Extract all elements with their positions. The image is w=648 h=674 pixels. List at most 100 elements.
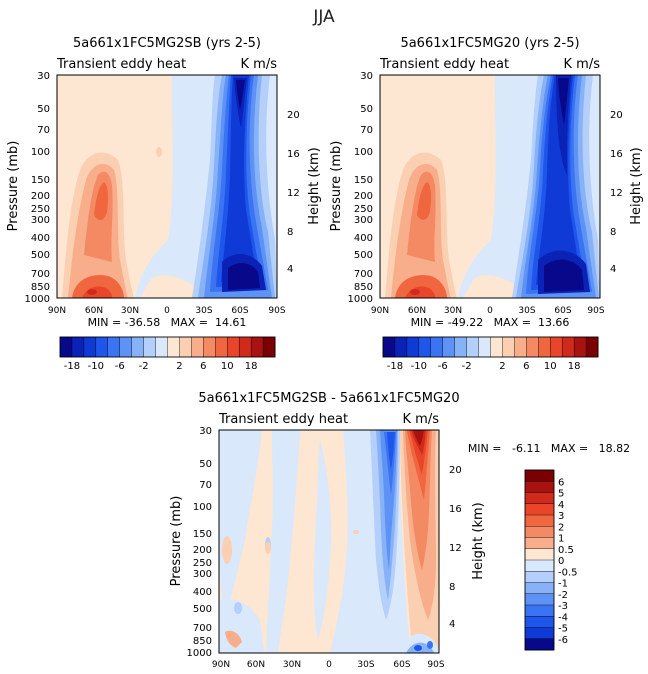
contour-field — [380, 75, 600, 298]
y-tick-label: 250 — [354, 204, 373, 215]
y-tick-label: 400 — [354, 233, 373, 244]
colorbar-swatch — [119, 336, 133, 358]
y-tick-label: 1000 — [25, 294, 50, 305]
colorbar-swatch — [191, 336, 204, 358]
colorbar-swatch — [524, 469, 555, 482]
colorbar-swatch — [454, 336, 468, 358]
colorbar-label: 5 — [558, 489, 564, 500]
height-tick-label: 20 — [287, 110, 300, 121]
colorbar-label: 18 — [245, 361, 258, 372]
y-axis-title: Pressure (mb) — [6, 141, 21, 232]
y-tick-label: 70 — [199, 480, 212, 491]
panel-title: 5a661x1FC5MG2SB - 5a661x1FC5MG20 — [198, 391, 459, 406]
colorbar-swatch — [155, 336, 169, 358]
colorbar-swatch — [167, 336, 180, 358]
panel-top-left: 5a661x1FC5MG2SB (yrs 2-5) Transient eddy… — [6, 36, 322, 329]
x-tick-label: 90N — [371, 306, 389, 316]
colorbar-label: -0.5 — [558, 567, 578, 578]
colorbar-swatch — [215, 336, 228, 358]
y-axis-title: Pressure (mb) — [329, 141, 344, 232]
colorbar-frame — [524, 469, 555, 651]
y-tick-label: 400 — [31, 233, 50, 244]
y-tick-label: 150 — [354, 175, 373, 186]
colorbar-label: 6 — [523, 361, 529, 372]
y-tick-label: 70 — [37, 125, 50, 136]
colorbar-swatch — [524, 604, 555, 617]
height-tick-label: 4 — [287, 264, 293, 275]
colorbar-swatch — [394, 336, 408, 358]
panel-top-right: 5a661x1FC5MG20 (yrs 2-5) Transient eddy … — [329, 36, 644, 329]
colorbar-label: 6 — [558, 477, 564, 488]
colorbar-label: -2 — [139, 361, 149, 372]
colorbar-swatch — [585, 336, 599, 358]
y-tick-label: 200 — [354, 191, 373, 202]
y-tick-label: 300 — [354, 215, 373, 226]
x-tick-label: 90S — [587, 306, 604, 316]
colorbar-swatch — [524, 548, 555, 561]
colorbar-swatch — [466, 336, 480, 358]
colorbar-swatch — [524, 514, 555, 527]
x-tick-label: 0 — [326, 660, 332, 670]
min-max-stats: MIN = -36.58 MAX = 14.61 — [88, 316, 247, 329]
colorbar-label: -18 — [64, 361, 80, 372]
colorbar-label: 4 — [558, 500, 564, 511]
colorbar-swatch — [107, 336, 121, 358]
y-tick-label: 150 — [193, 529, 212, 540]
y-tick-label: 250 — [31, 204, 50, 215]
colorbar-label: 2 — [499, 361, 505, 372]
y-axis-left: 30 50 70 100 150 200 250 300 400 500 700… — [25, 71, 50, 305]
units-label: K m/s — [403, 412, 440, 427]
units-label: K m/s — [241, 57, 278, 72]
y-tick-label: 200 — [193, 545, 212, 556]
panel-bottom-difference: 5a661x1FC5MG2SB - 5a661x1FC5MG20 Transie… — [169, 391, 630, 670]
colorbar-swatch — [524, 503, 555, 516]
x-tick-label: 90S — [427, 660, 444, 670]
colorbar-label: -6 — [115, 361, 125, 372]
colorbar-swatch — [573, 336, 587, 358]
colorbar-label: -5 — [558, 624, 568, 635]
y-axis-right: 20 16 12 8 4 — [610, 110, 623, 275]
height-tick-label: 20 — [610, 110, 623, 121]
y-tick-label: 700 — [31, 269, 50, 280]
x-tick-label: 90N — [48, 306, 66, 316]
colorbar-top-right: -18 -10 -6 -2 2 6 10 18 — [382, 336, 599, 372]
y-tick-label: 50 — [37, 104, 50, 115]
colorbar-swatch — [95, 336, 109, 358]
colorbar-swatch — [478, 336, 491, 358]
y-tick-label: 1000 — [187, 648, 212, 659]
colorbar-swatch — [430, 336, 444, 358]
colorbar-top-left: -18 -10 -6 -2 2 6 10 18 — [59, 336, 276, 372]
contour-field — [57, 75, 277, 298]
y-tick-label: 500 — [31, 250, 50, 261]
height-tick-label: 8 — [449, 582, 455, 593]
x-tick-label: 0 — [164, 306, 170, 316]
height-tick-label: 8 — [287, 227, 293, 238]
colorbar-swatch — [131, 336, 145, 358]
colorbar-swatch — [524, 582, 555, 595]
x-tick-label: 60S — [393, 660, 410, 670]
height-tick-label: 12 — [449, 543, 462, 554]
y-tick-label: 850 — [31, 282, 50, 293]
colorbar-swatch — [524, 616, 555, 629]
panel-title: 5a661x1FC5MG20 (yrs 2-5) — [400, 36, 579, 51]
variable-label: Transient eddy heat — [56, 57, 186, 72]
x-tick-label: 90S — [268, 306, 285, 316]
colorbar-label: 3 — [558, 511, 564, 522]
colorbar-swatch — [490, 336, 503, 358]
y-tick-label: 500 — [354, 250, 373, 261]
colorbar-swatch — [524, 593, 555, 606]
y-tick-label: 300 — [31, 215, 50, 226]
height-tick-label: 20 — [449, 465, 462, 476]
x-axis: 90N 60N 30N 0 30S 60S 90S — [48, 306, 286, 316]
colorbar-label: 2 — [558, 522, 564, 533]
colorbar-label: 2 — [176, 361, 182, 372]
x-tick-label: 60S — [231, 306, 248, 316]
x-tick-label: 60N — [247, 660, 265, 670]
colorbar-swatch — [382, 336, 396, 358]
variable-label: Transient eddy heat — [218, 412, 348, 427]
colorbar-swatch — [524, 638, 555, 651]
units-label: K m/s — [564, 57, 601, 72]
colorbar-swatch — [143, 336, 157, 358]
